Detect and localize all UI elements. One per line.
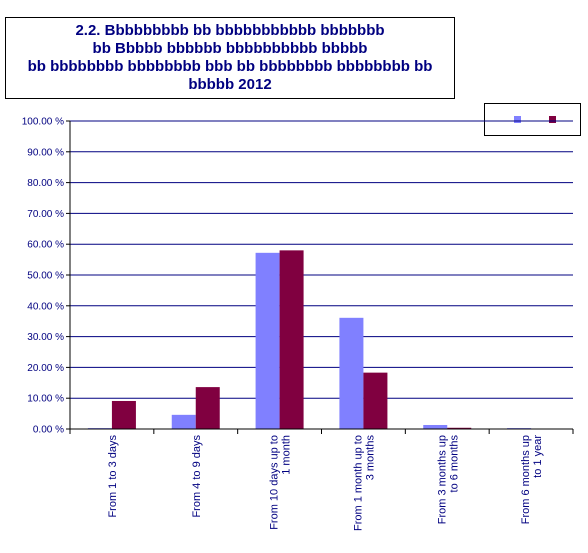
bars: [87, 250, 532, 429]
category-label-line: From 4 to 9 days: [191, 435, 203, 518]
y-tick-label: 70.00 %: [27, 209, 64, 220]
y-tick-label: 50.00 %: [27, 271, 64, 282]
y-tick-labels: 0.00 % 10.00 % 20.00 % 30.00 % 40.00 % 50.00 …: [22, 117, 64, 436]
y-tick-label: 100.00 %: [22, 117, 64, 128]
y-tick-label: 40.00 %: [27, 301, 64, 312]
legend-swatch-series-2: [549, 116, 556, 123]
y-tick-label: 10.00 %: [27, 394, 64, 405]
y-tick-label: 90.00 %: [27, 147, 64, 158]
bar-series-1-cat-4: [339, 317, 364, 429]
y-tick-label: 20.00 %: [27, 363, 64, 374]
gridlines: [66, 120, 573, 430]
category-label: From 6 months up to 1 year: [520, 435, 544, 525]
category-label-line: From 1 month up to: [352, 435, 364, 531]
legend-swatch-series-1: [514, 116, 521, 123]
legend: [484, 103, 581, 136]
category-label: From 1 month up to 3 months: [352, 435, 376, 531]
category-label-line: 1 month: [281, 435, 293, 475]
category-label-line: to 6 months: [448, 435, 460, 493]
y-tick-label: 30.00 %: [27, 332, 64, 343]
chart-title: 2.2. Bbbbbbbbb bb bbbbbbbbbbb bbbbbbb bb…: [27, 22, 433, 93]
category-label-line: From 3 months up: [436, 435, 448, 524]
y-tick-label: 80.00 %: [27, 178, 64, 189]
bar-series-2-cat-3: [279, 250, 304, 429]
category-label-line: 3 months: [364, 435, 376, 481]
bar-series-2-cat-2: [195, 387, 220, 429]
axes: [69, 121, 574, 434]
category-labels: From 1 to 3 days From 4 to 9 days From 10 …: [107, 435, 544, 531]
y-tick-label: 60.00 %: [27, 240, 64, 251]
category-label-line: to 1 year: [532, 435, 544, 478]
category-label: From 4 to 9 days: [191, 435, 203, 518]
category-label: From 10 days up to 1 month: [269, 435, 293, 530]
bar-series-2-cat-5: [447, 427, 472, 429]
chart-title-box: 2.2. Bbbbbbbbb bb bbbbbbbbbbb bbbbbbb bb…: [5, 17, 455, 99]
bar-series-2-cat-1: [111, 400, 136, 429]
category-label-line: From 10 days up to: [269, 435, 281, 530]
category-label: From 1 to 3 days: [107, 435, 119, 518]
category-label-line: From 6 months up: [520, 435, 532, 524]
category-label: From 3 months up to 6 months: [436, 435, 460, 525]
category-label-line: From 1 to 3 days: [107, 435, 119, 518]
bar-series-2-cat-4: [363, 372, 388, 429]
bar-series-1-cat-5: [423, 424, 448, 429]
bar-series-1-cat-2: [171, 414, 196, 429]
bar-series-1-cat-3: [255, 252, 280, 429]
y-tick-label: 0.00 %: [33, 425, 64, 436]
